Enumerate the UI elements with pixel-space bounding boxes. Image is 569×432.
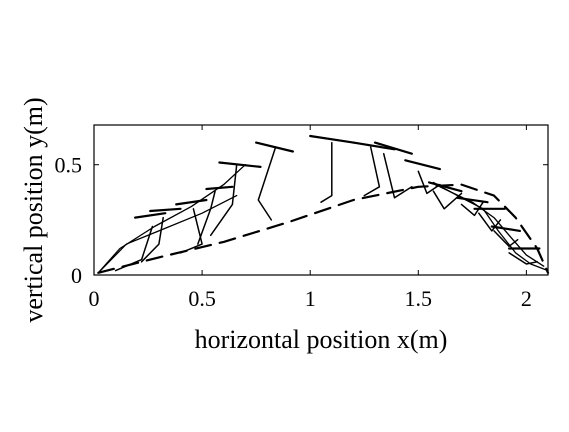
stick-figure-head-3: [175, 198, 208, 206]
stick-figure-body-2: [140, 216, 164, 263]
stick-figure-head-5: [218, 161, 262, 168]
y-tick-label-1: 0.5: [55, 153, 83, 178]
y-tick-label-0: 0: [71, 263, 82, 288]
stick-figure-body-14: [493, 230, 519, 248]
marks-layer: [97, 134, 550, 274]
stick-figure-head-14: [490, 225, 522, 232]
stick-figure-head-7: [309, 134, 355, 144]
stick-figure-body-4: [197, 190, 216, 245]
x-tick-label-1: 0.5: [188, 286, 216, 311]
x-tick-label-2: 1: [305, 286, 316, 311]
stick-figure-body-1: [114, 225, 154, 272]
x-tick-label-0: 0: [89, 286, 100, 311]
x-tick-label-3: 1.5: [405, 286, 433, 311]
stick-figure-head-6: [255, 141, 294, 153]
stick-figure-body-11: [432, 190, 463, 210]
ticks-layer: 0 0.5 1 1.5 2 0 0.5: [55, 125, 548, 311]
series-line-2: [97, 164, 246, 274]
stick-figure-body-12: [460, 201, 484, 217]
stick-figure-body-13: [478, 212, 502, 232]
stick-figure-body-6: [257, 146, 277, 221]
stick-figure-body-8: [363, 146, 381, 197]
x-tick-label-4: 2: [521, 286, 532, 311]
stick-figure-head-2: [149, 207, 182, 213]
stick-figure-head-9: [373, 141, 413, 155]
y-axis-label: vertical position y(m): [19, 97, 48, 322]
stick-figure-head-11: [428, 181, 463, 193]
stick-figure-head-8: [352, 141, 396, 151]
plot-frame: [93, 124, 549, 276]
stick-figure-body-7: [320, 141, 333, 203]
stick-figure-body-10: [417, 170, 441, 195]
stick-figure-head-10: [404, 159, 441, 171]
x-axis-label: horizontal position x(m): [195, 325, 448, 354]
stick-figure-body-9: [382, 152, 413, 199]
series-line-1: [97, 183, 550, 274]
stick-figure-body-3: [179, 208, 203, 254]
stick-figure-head-12: [456, 196, 489, 204]
stick-figure-body-15: [508, 252, 538, 265]
stick-figure-head-1: [134, 212, 167, 219]
stick-figure-head-4: [205, 185, 234, 191]
series-line-3: [97, 194, 238, 274]
stick-figure-body-5: [209, 163, 238, 237]
